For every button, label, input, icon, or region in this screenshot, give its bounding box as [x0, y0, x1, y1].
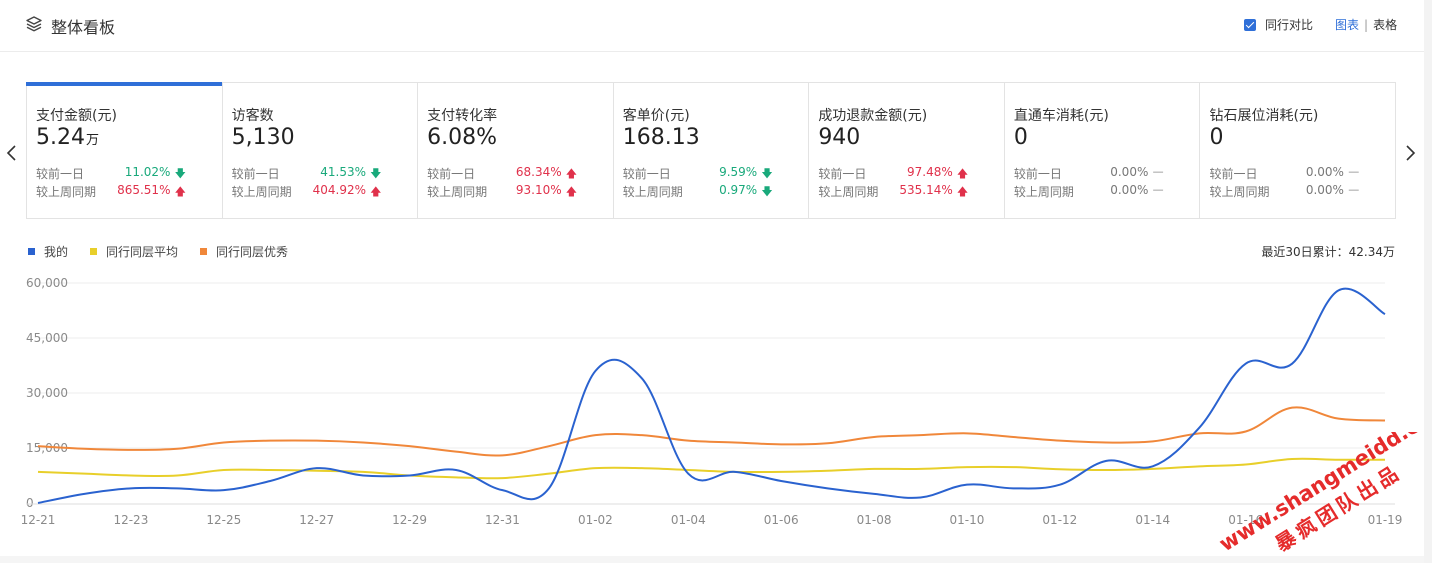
x-tick-label: 01-08	[857, 513, 892, 527]
metric-value: 6.08%	[427, 125, 498, 150]
metric-name: 钻石展位消耗(元)	[1209, 108, 1319, 124]
x-tick-label: 01-10	[950, 513, 985, 527]
arrow-down-icon: 🡇	[370, 167, 382, 180]
series-line-peer-avg	[37, 457, 1386, 480]
metric-week-change: 较上周同期 0.00% —	[1013, 183, 1164, 199]
view-switch: 图表 | 表格	[1335, 16, 1397, 33]
metric-day-change: 较前一日 9.59% 🡇	[623, 165, 773, 184]
peer-compare-label: 同行对比	[1265, 18, 1314, 32]
metric-week-change: 较上周同期 93.10% 🡅	[427, 183, 577, 202]
page-scroll-edge	[1424, 0, 1432, 563]
dashboard-header: 整体看板 同行对比 图表 | 表格	[0, 0, 1424, 52]
arrow-up-icon: 🡅	[565, 185, 578, 198]
metric-day-change: 较前一日 68.34% 🡅	[427, 165, 577, 184]
watermark: www.shangmeidd.com 暴疯团队出品	[1215, 432, 1425, 552]
arrow-down-icon: 🡇	[174, 167, 186, 180]
metric-name: 成功退款金额(元)	[818, 108, 928, 124]
dash-icon: —	[1348, 183, 1360, 196]
dash-icon: —	[1348, 165, 1360, 178]
metric-week-change: 较上周同期 535.14% 🡅	[818, 183, 968, 202]
legend-item-peer-avg[interactable]: 同行同层平均	[90, 243, 178, 260]
metric-card-refund-amount[interactable]: 成功退款金额(元) 940 较前一日 97.48% 🡅 较上周同期 535.14% 🡅	[809, 83, 1005, 218]
view-chart-link[interactable]: 图表	[1335, 18, 1360, 32]
metric-day-change: 较前一日 97.48% 🡅	[818, 165, 968, 184]
metric-name: 支付转化率	[427, 108, 498, 124]
watermark-url: www.shangmeidd.com	[1215, 432, 1425, 552]
arrow-up-icon: 🡅	[370, 185, 382, 198]
series-line-peer-top	[37, 406, 1386, 457]
metric-card-visitors[interactable]: 访客数 5,130 较前一日 41.53% 🡇 较上周同期 404.92% 🡅	[223, 83, 419, 218]
legend-swatch	[90, 248, 98, 255]
x-tick-label: 12-31	[485, 513, 520, 527]
metric-value: 0	[1209, 125, 1224, 150]
y-tick-label: 0	[26, 496, 34, 510]
layers-icon	[26, 16, 42, 32]
x-tick-label: 01-14	[1135, 513, 1170, 527]
x-tick-label: 01-02	[578, 513, 613, 527]
peer-compare-toggle[interactable]: 同行对比	[1244, 16, 1313, 33]
y-tick-label: 30,000	[26, 386, 68, 400]
chevron-left-icon[interactable]	[5, 143, 19, 163]
view-separator: |	[1364, 17, 1369, 32]
metric-week-change: 较上周同期 865.51% 🡅	[36, 183, 186, 202]
trend-line-chart[interactable]: 0 15,000 30,000 45,000 60,000 12-21 12-23 12-25…	[0, 258, 1424, 556]
dash-icon: —	[1152, 165, 1164, 178]
arrow-down-icon: 🡇	[761, 185, 773, 198]
peer-compare-checkbox[interactable]	[1244, 18, 1256, 31]
series-line-mine	[37, 287, 1386, 504]
metric-value: 5.24万	[36, 125, 99, 150]
x-tick-label: 01-06	[764, 513, 799, 527]
metric-week-change: 较上周同期 0.00% —	[1209, 183, 1360, 199]
view-table-link[interactable]: 表格	[1373, 18, 1398, 32]
x-tick-label: 01-12	[1042, 513, 1077, 527]
legend-item-mine[interactable]: 我的	[28, 243, 68, 260]
x-tick-label: 12-27	[299, 513, 334, 527]
metric-value: 168.13	[622, 125, 700, 150]
metric-name: 直通车消耗(元)	[1013, 108, 1109, 124]
arrow-up-icon: 🡅	[956, 167, 969, 180]
metric-day-change: 较前一日 0.00% —	[1209, 165, 1360, 181]
arrow-up-icon: 🡅	[956, 185, 969, 198]
metric-value: 940	[818, 125, 861, 150]
metric-name: 访客数	[231, 108, 274, 124]
arrow-down-icon: 🡇	[761, 167, 773, 180]
x-tick-label: 01-04	[671, 513, 706, 527]
page-footer-strip	[0, 556, 1424, 563]
metric-card-conversion-rate[interactable]: 支付转化率 6.08% 较前一日 68.34% 🡅 较上周同期 93.10% 🡅	[418, 83, 614, 218]
metric-name: 客单价(元)	[622, 108, 690, 124]
chevron-right-icon[interactable]	[1403, 143, 1417, 163]
legend-swatch	[200, 248, 208, 255]
metric-card-avg-order-value[interactable]: 客单价(元) 168.13 较前一日 9.59% 🡇 较上周同期 0.97% 🡇	[614, 83, 810, 218]
x-tick-label: 12-29	[392, 513, 427, 527]
metric-day-change: 较前一日 11.02% 🡇	[36, 165, 186, 184]
x-tick-label: 12-21	[21, 513, 56, 527]
summary-total: 最近30日累计：42.34万	[1261, 245, 1395, 259]
legend-swatch	[28, 248, 35, 255]
x-tick-label: 12-23	[113, 513, 148, 527]
metric-card-diamond-spend[interactable]: 钻石展位消耗(元) 0 较前一日 0.00% — 较上周同期 0.00% —	[1200, 83, 1395, 218]
y-tick-label: 45,000	[26, 331, 68, 345]
y-tick-label: 60,000	[26, 276, 68, 290]
chart-legend: 我的 同行同层平均 同行同层优秀	[28, 243, 310, 260]
arrow-up-icon: 🡅	[565, 167, 578, 180]
metric-week-change: 较上周同期 404.92% 🡅	[232, 183, 382, 202]
y-tick-label: 15,000	[26, 441, 68, 455]
x-tick-label: 01-19	[1368, 513, 1403, 527]
metric-cards: 支付金额(元) 5.24万 较前一日 11.02% 🡇 较上周同期 865.51% 🡅 …	[26, 82, 1396, 219]
metric-card-ztc-spend[interactable]: 直通车消耗(元) 0 较前一日 0.00% — 较上周同期 0.00% —	[1005, 83, 1201, 218]
metric-unit: 万	[85, 133, 99, 148]
metric-value: 0	[1013, 125, 1028, 150]
x-tick-label: 01-16	[1228, 513, 1263, 527]
arrow-up-icon: 🡅	[174, 185, 186, 198]
metric-value: 5,130	[231, 125, 295, 150]
legend-item-peer-top[interactable]: 同行同层优秀	[200, 243, 288, 260]
x-tick-label: 12-25	[206, 513, 241, 527]
metric-name: 支付金额(元)	[36, 108, 117, 124]
metric-day-change: 较前一日 0.00% —	[1013, 165, 1164, 181]
page-title: 整体看板	[51, 18, 116, 37]
metric-card-payment-amount[interactable]: 支付金额(元) 5.24万 较前一日 11.02% 🡇 较上周同期 865.51% 🡅	[26, 82, 223, 218]
metric-day-change: 较前一日 41.53% 🡇	[232, 165, 382, 184]
dash-icon: —	[1152, 183, 1164, 196]
metric-week-change: 较上周同期 0.97% 🡇	[623, 183, 773, 202]
